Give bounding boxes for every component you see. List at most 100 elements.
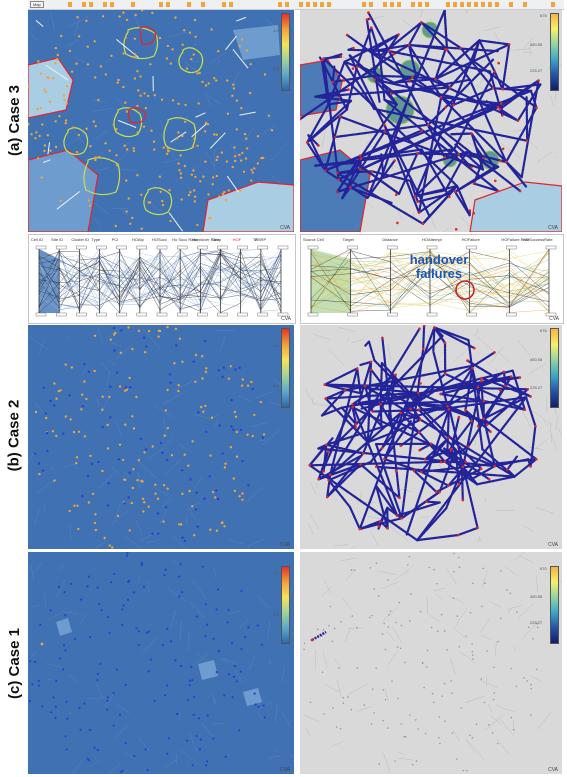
pcp-axis-label: TA: [252, 237, 258, 242]
handover-edge: [378, 520, 389, 530]
cell-dot-active: [121, 623, 124, 626]
timeline-tick: [166, 2, 170, 7]
cell-dot: [104, 73, 108, 76]
edge-endpoint: [358, 154, 362, 157]
edge-endpoint: [502, 370, 506, 374]
handover-edge: [400, 347, 425, 520]
pcp-range-handle: [387, 245, 398, 250]
cell-dot: [77, 527, 80, 531]
cell-dot: [483, 701, 486, 704]
cell-dot: [149, 63, 152, 66]
edge-endpoint: [305, 141, 309, 144]
cell-dot-active: [96, 679, 99, 682]
map-menu-button[interactable]: Map: [30, 1, 44, 8]
cell-dot-active: [69, 582, 73, 585]
case3-handover-map[interactable]: 676 450.55 225.27 CVA: [300, 10, 562, 232]
shaded-region: [243, 688, 262, 706]
handover-edge: [480, 376, 532, 398]
handover-edge: [366, 430, 398, 444]
edge-endpoint: [417, 391, 420, 395]
handover-edge: [327, 60, 346, 106]
cell-boundary: [443, 227, 450, 232]
edge-endpoint: [369, 368, 373, 372]
cell-dot: [28, 123, 30, 126]
cell-dot-active: [126, 552, 129, 554]
edge-endpoint: [461, 498, 465, 502]
cell-dot-active: [79, 728, 82, 731]
cell-dot: [510, 716, 513, 719]
cell-dot: [76, 16, 79, 19]
cell-dot-active: [153, 699, 156, 702]
case-3-label: (a) Case 3: [5, 84, 23, 156]
handover-edge-group: [300, 10, 542, 225]
edge-endpoint: [324, 169, 327, 172]
pcp-range-handle: [347, 312, 358, 317]
cell-dot-active: [78, 706, 81, 709]
cell-dot-active: [191, 764, 194, 767]
cell-dot: [188, 31, 192, 34]
cell-dot: [245, 147, 249, 150]
cell-boundary: [193, 477, 202, 491]
cell-dot: [143, 92, 146, 95]
cell-dot: [387, 626, 390, 628]
cell-dot-active: [178, 575, 181, 578]
cell-dot: [433, 568, 435, 571]
cell-boundary: [172, 559, 180, 566]
cell-boundary: [370, 531, 379, 547]
edge-endpoint: [338, 115, 342, 118]
cell-dot: [124, 36, 127, 40]
cell-boundary: [489, 601, 502, 608]
cell-dot: [64, 415, 67, 418]
edge-endpoint: [487, 478, 491, 481]
cell-parallel-coordinates[interactable]: Cell ID Site ID Cluster ID Type PCI HOAtp HOSu…: [28, 234, 296, 324]
cell-dot-active: [120, 329, 123, 332]
pcp-range-handle: [237, 312, 248, 317]
cell-dot: [136, 479, 139, 482]
cell-dot-active: [108, 631, 111, 634]
cell-dot: [214, 496, 217, 499]
case3-cell-map[interactable]: 1.0 0.5 CVA: [28, 10, 294, 232]
case2-cell-map[interactable]: 1.0 0.5 CVA: [28, 325, 294, 549]
cell-dot: [241, 151, 244, 155]
edge-endpoint: [425, 500, 428, 503]
cell-dot: [140, 479, 143, 483]
cell-boundary: [142, 328, 161, 349]
cell-dot: [227, 189, 230, 192]
cell-dot: [211, 490, 215, 494]
case1-handover-map[interactable]: 670 450.55 225.27 CVA: [300, 552, 562, 774]
cell-dot: [125, 388, 129, 391]
case2-handover-map[interactable]: 676 450.55 225.27 CVA: [300, 325, 562, 549]
edge-endpoint: [416, 152, 419, 155]
timeline-tick: [131, 2, 135, 7]
cell-boundary: [34, 505, 41, 524]
border-region: [28, 149, 99, 232]
cell-boundary: [468, 58, 487, 73]
cell-dot-active: [234, 665, 237, 668]
cell-dot: [462, 769, 465, 772]
edge-endpoint: [347, 88, 350, 91]
edge-endpoint: [423, 458, 427, 461]
cell-dot: [166, 325, 169, 329]
neighbor-line: [191, 123, 208, 138]
pcp-axis-label: Site ID: [51, 237, 64, 242]
edge-endpoint: [370, 170, 374, 173]
cell-dot: [178, 169, 181, 172]
edge-endpoint: [457, 533, 460, 537]
edge-endpoint: [448, 86, 452, 89]
cell-dot: [382, 689, 385, 691]
case1-cell-map[interactable]: 1.0 0.5 CVA: [28, 552, 294, 774]
cell-dot: [94, 76, 97, 79]
cell-dot: [209, 454, 212, 457]
handover-parallel-coordinates[interactable]: Source Cell Target Distance HOAttempt HOFail…: [300, 234, 564, 324]
cell-dot-active: [147, 630, 151, 633]
cell-dot-active: [90, 462, 94, 466]
neighbor-line: [42, 159, 51, 164]
panel-corner-label: CVA: [549, 316, 559, 322]
edge-endpoint: [468, 209, 472, 212]
cell-dot-active: [144, 748, 147, 751]
handover-edge: [427, 123, 460, 156]
cell-dot: [165, 57, 169, 60]
edge-endpoint: [358, 527, 362, 531]
edge-endpoint: [453, 190, 457, 194]
edge-endpoint: [461, 465, 465, 468]
